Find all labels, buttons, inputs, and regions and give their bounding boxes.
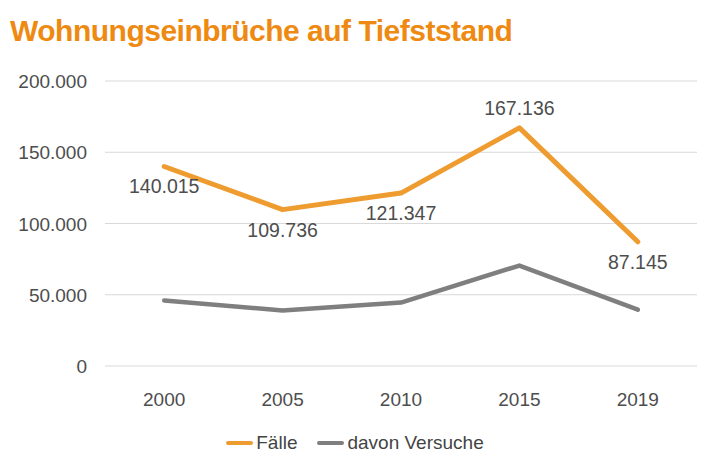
y-tick-label: 150.000 (18, 142, 87, 163)
x-axis-label: 2000 (143, 389, 185, 410)
legend-item-davon-versuche: davon Versuche (317, 432, 483, 454)
x-axis-label: 2019 (617, 389, 659, 410)
series-line-fälle (164, 128, 638, 242)
x-axis-label: 2010 (380, 389, 422, 410)
series-line-davon-versuche (164, 266, 638, 311)
x-axis-label: 2005 (261, 389, 303, 410)
line-chart: 200.000 150.000 100.000 50.000 0 2000 2005 2010… (0, 0, 710, 473)
data-label: 109.736 (247, 219, 318, 241)
legend-label-davon-versuche: davon Versuche (347, 432, 483, 454)
legend-label-faelle: Fälle (256, 432, 297, 454)
data-label: 140.015 (129, 175, 200, 197)
data-label: 87.145 (608, 251, 668, 273)
data-label: 167.136 (484, 97, 555, 119)
chart-page: Wohnungseinbrüche auf Tiefststand 200.00… (0, 0, 710, 473)
y-tick-label: 0 (76, 356, 87, 377)
x-axis-label: 2015 (498, 389, 540, 410)
y-tick-label: 50.000 (29, 285, 87, 306)
chart-legend: Fälle davon Versuche (0, 432, 710, 454)
data-label: 121.347 (366, 202, 437, 224)
legend-item-faelle: Fälle (226, 432, 297, 454)
legend-swatch-faelle (226, 441, 253, 445)
y-tick-label: 100.000 (18, 214, 87, 235)
legend-swatch-davon-versuche (317, 441, 344, 445)
y-tick-label: 200.000 (18, 71, 87, 92)
